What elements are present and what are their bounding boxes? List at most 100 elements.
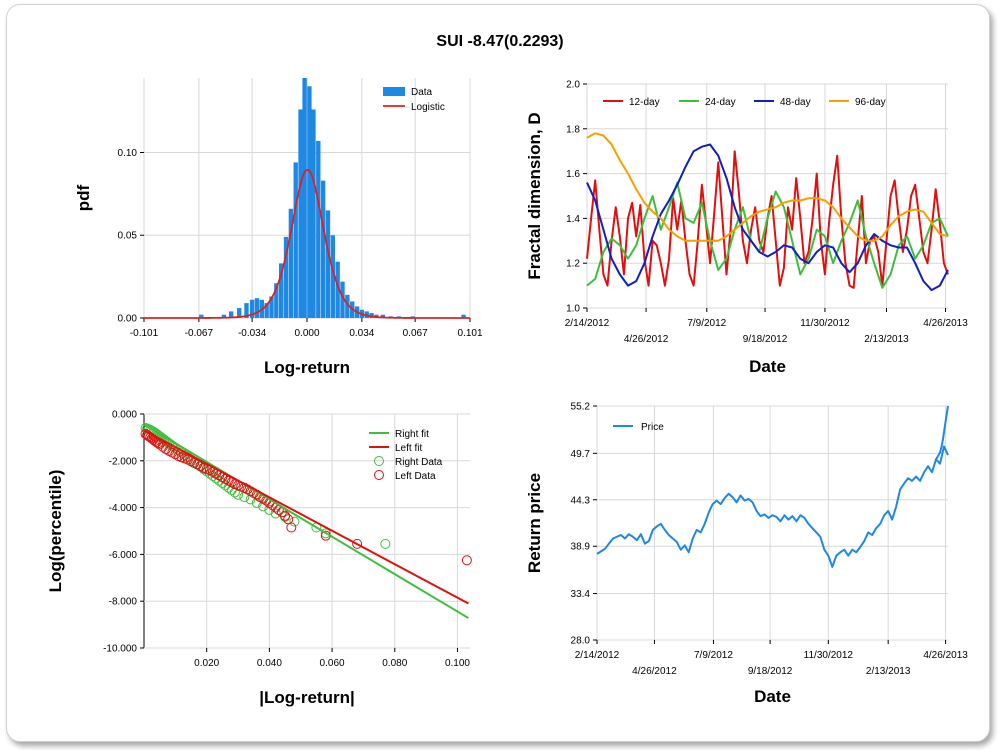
left-data-point <box>286 522 297 533</box>
pdf-bar <box>254 298 260 318</box>
price-line <box>596 445 949 568</box>
right-data-point <box>320 528 331 539</box>
price-x-tick-label: 2/13/2013 <box>866 666 911 677</box>
pdf-x-axis-title: Log-return <box>264 358 350 377</box>
legend-label-left-data: Left Data <box>395 471 436 482</box>
pdf-x-tick-label: -0.034 <box>238 328 267 339</box>
right-data-point <box>207 471 218 482</box>
right-data-point <box>245 494 256 505</box>
left-data-point <box>461 555 472 566</box>
legend-label-logistic: Logistic <box>411 102 445 113</box>
fractal-x-tick-label: 9/18/2012 <box>743 334 788 345</box>
fractal-y-tick-label: 1.4 <box>566 214 580 225</box>
pdf-bar <box>311 109 316 318</box>
pdf-bar <box>249 299 255 318</box>
pdf-y-tick-label: 0.05 <box>118 231 138 242</box>
price-line <box>935 405 949 460</box>
price-x-tick-label: 4/26/2013 <box>923 650 968 661</box>
price-x-tick-label: 9/18/2012 <box>748 666 793 677</box>
tail-y-tick-label: -2.000 <box>109 456 138 467</box>
left-data-point <box>154 439 165 450</box>
price-y-tick-label: 38.9 <box>571 542 591 553</box>
pdf-bar <box>330 235 336 318</box>
price-y-axis-title: Return price <box>525 473 544 573</box>
right-data-point <box>380 538 391 549</box>
pdf-x-tick-label: 0.034 <box>349 328 374 339</box>
pdf-x-tick-label: 0.101 <box>457 328 482 339</box>
pdf-bar <box>283 236 289 318</box>
right-data-point <box>223 482 234 493</box>
price-y-tick-label: 28.0 <box>571 636 591 647</box>
fractal-series-96-day <box>586 132 949 242</box>
legend-label-data: Data <box>411 87 433 98</box>
pdf-bar <box>302 78 307 318</box>
fractal-y-tick-label: 1.0 <box>566 304 580 315</box>
price-x-tick-label: 7/9/2012 <box>694 650 733 661</box>
right-data-point <box>289 516 300 527</box>
fractal-x-tick-label: 2/14/2012 <box>565 318 610 329</box>
left-fit-line <box>143 429 469 605</box>
pdf-bar <box>298 109 303 318</box>
price-x-tick-label: 2/14/2012 <box>575 650 620 661</box>
pdf-bar <box>340 281 345 318</box>
tail-y-axis-title: Log(percentile) <box>46 470 65 593</box>
legend-label-left-fit: Left fit <box>395 443 422 454</box>
fractal-series-48-day <box>586 143 949 292</box>
tail-x-tick-label: 0.040 <box>257 658 282 669</box>
chart-frame <box>6 4 990 742</box>
fractal-y-tick-label: 1.8 <box>566 124 580 135</box>
tail-x-tick-label: 0.060 <box>320 658 345 669</box>
fractal-y-axis-title: Fractal dimension, D <box>525 112 544 279</box>
price-y-tick-label: 55.2 <box>571 402 591 413</box>
pdf-bar <box>307 86 312 318</box>
pdf-bar <box>380 314 386 318</box>
pdf-bar <box>461 314 466 318</box>
pdf-bar <box>320 180 326 318</box>
tail-y-tick-label: -6.000 <box>109 550 138 561</box>
left-data-point <box>352 538 363 549</box>
pdf-y-tick-label: 0.00 <box>118 314 138 325</box>
pdf-bar <box>345 294 350 318</box>
price-x-tick-label: 4/26/2012 <box>632 666 677 677</box>
pdf-y-tick-label: 0.10 <box>118 148 138 159</box>
left-data-point <box>160 444 171 455</box>
tail-x-tick-label: 0.100 <box>445 658 470 669</box>
legend-label-price: Price <box>641 422 664 433</box>
legend-label-48-day: 48-day <box>780 97 811 108</box>
pdf-bar <box>316 140 321 318</box>
pdf-y-axis-title: pdf <box>74 184 93 211</box>
fractal-x-tick-label: 4/26/2012 <box>624 334 669 345</box>
pdf-x-tick-label: 0.000 <box>294 328 319 339</box>
pdf-bar <box>199 314 204 318</box>
legend-swatch-data <box>383 87 405 96</box>
tail-x-tick-label: 0.080 <box>382 658 407 669</box>
legend-label-right-data: Right Data <box>395 457 443 468</box>
fractal-x-tick-label: 11/30/2012 <box>800 318 850 329</box>
pdf-x-tick-label: -0.101 <box>130 328 159 339</box>
legend-label-24-day: 24-day <box>705 97 736 108</box>
pdf-bar <box>274 283 279 318</box>
fractal-x-tick-label: 7/9/2012 <box>687 318 726 329</box>
fractal-x-tick-label: 4/26/2013 <box>923 318 968 329</box>
tail-y-tick-label: -4.000 <box>109 503 138 514</box>
fractal-x-tick-label: 2/13/2013 <box>864 334 909 345</box>
pdf-x-tick-label: -0.067 <box>185 328 214 339</box>
pdf-bar <box>237 308 242 318</box>
pdf-bar <box>269 296 274 318</box>
left-data-point <box>170 449 181 460</box>
tail-x-axis-title: |Log-return| <box>259 688 354 707</box>
tail-x-tick-label: 0.020 <box>194 658 219 669</box>
price-x-tick-label: 11/30/2012 <box>804 650 854 661</box>
fractal-y-tick-label: 1.2 <box>566 259 580 270</box>
legend-swatch-left-data <box>374 470 384 480</box>
pdf-bar <box>264 303 269 318</box>
fractal-series-24-day <box>586 181 949 289</box>
right-data-point <box>226 485 237 496</box>
logistic-fit-line <box>144 168 470 319</box>
pdf-bar <box>278 263 284 318</box>
pdf-bar <box>228 311 234 318</box>
tail-y-tick-label: -10.000 <box>103 644 137 655</box>
fractal-y-tick-label: 2.0 <box>566 80 580 91</box>
pdf-x-tick-label: 0.067 <box>403 328 428 339</box>
legend-label-12-day: 12-day <box>629 97 660 108</box>
